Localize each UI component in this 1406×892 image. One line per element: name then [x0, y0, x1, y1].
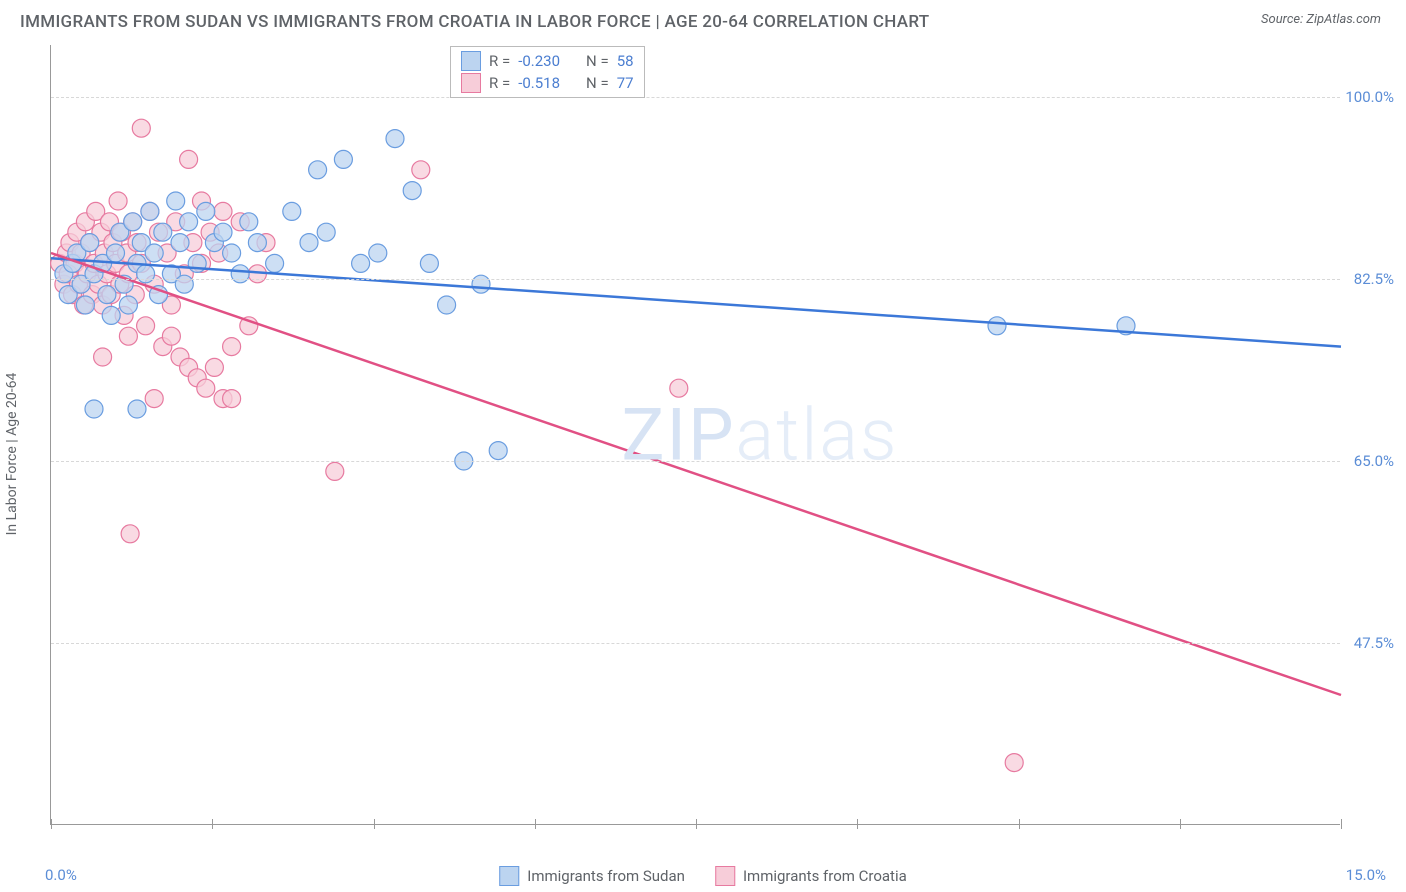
swatch-croatia-icon: [715, 866, 735, 886]
y-tick-label: 47.5%: [1354, 634, 1394, 652]
x-axis-min: 0.0%: [45, 866, 77, 884]
chart-plot-area: ZIPatlas: [50, 45, 1340, 825]
y-tick-label: 65.0%: [1354, 452, 1394, 470]
correlation-legend: R = -0.230 N = 58 R = -0.518 N = 77: [450, 46, 645, 98]
chart-source: Source: ZipAtlas.com: [1261, 12, 1381, 27]
chart-title: IMMIGRANTS FROM SUDAN VS IMMIGRANTS FROM…: [20, 12, 929, 32]
y-axis-label: In Labor Force | Age 20-64: [4, 373, 20, 536]
legend-row-croatia: R = -0.518 N = 77: [461, 72, 634, 94]
x-axis-max: 15.0%: [1346, 866, 1386, 884]
scatter-svg: [51, 45, 1340, 824]
y-tick-label: 100.0%: [1345, 88, 1394, 106]
legend-item-croatia: Immigrants from Croatia: [715, 866, 907, 886]
legend-item-sudan: Immigrants from Sudan: [499, 866, 685, 886]
legend-row-sudan: R = -0.230 N = 58: [461, 50, 634, 72]
series-legend: Immigrants from Sudan Immigrants from Cr…: [499, 866, 907, 886]
swatch-croatia: [461, 73, 481, 93]
swatch-sudan: [461, 51, 481, 71]
y-tick-label: 82.5%: [1354, 270, 1394, 288]
swatch-sudan-icon: [499, 866, 519, 886]
